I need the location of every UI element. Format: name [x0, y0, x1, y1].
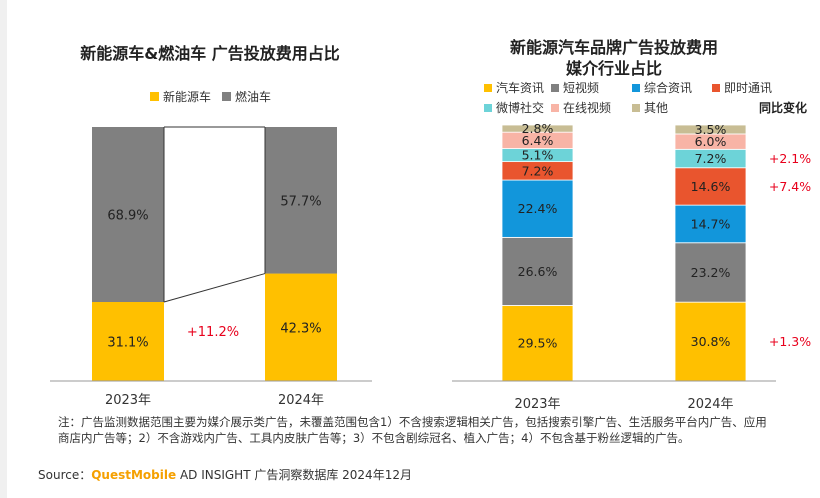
- right-bar-1-label-2: 14.7%: [691, 216, 731, 231]
- right-bar-0-label-6: 2.8%: [522, 121, 554, 136]
- right-x-tick-1: 2024年: [687, 397, 733, 412]
- right-bar-1-segment-6: [674, 124, 747, 135]
- source-text: AD INSIGHT 广告洞察数据库 2024年12月: [176, 468, 412, 482]
- right-bar-1-segment-3: [674, 167, 747, 206]
- right-bar-0-label-2: 22.4%: [518, 201, 558, 216]
- left-x-tick-0: 2023年: [105, 393, 151, 408]
- left-bar-0-label-1: 68.9%: [107, 209, 148, 224]
- right-legend-swatch-1: [551, 84, 559, 92]
- right-chart-subtitle: 媒介行业占比: [566, 59, 662, 78]
- right-change-label-1: +7.4%: [769, 179, 811, 194]
- right-bar-0-label-3: 7.2%: [522, 163, 554, 178]
- left-bar-0-segment-0: [92, 302, 164, 381]
- right-x-tick-0: 2023年: [514, 397, 560, 412]
- right-legend-label-2: 综合资讯: [644, 80, 692, 95]
- right-bar-1-segment-0: [674, 301, 747, 382]
- right-legend-swatch-3: [712, 84, 720, 92]
- right-bar-1-label-1: 23.2%: [691, 265, 731, 280]
- source-label: Source：: [38, 468, 92, 482]
- right-legend-swatch-0: [484, 84, 492, 92]
- footnote: 注：广告监测数据范围主要为媒介展示类广告，未覆盖范围包含1）不含搜索逻辑相关广告…: [58, 415, 767, 445]
- right-bar-1-label-0: 30.8%: [691, 334, 731, 349]
- right-bar-1-label-5: 6.0%: [695, 134, 727, 149]
- left-bar-1-label-0: 42.3%: [280, 321, 321, 336]
- right-legend-label-5: 在线视频: [563, 100, 611, 115]
- right-bar-0-label-1: 26.6%: [518, 264, 558, 279]
- right-change-label-0: +2.1%: [769, 151, 811, 166]
- left-bar-1-segment-1: [265, 127, 337, 274]
- right-bar-0-segment-1: [501, 236, 574, 306]
- right-legend-swatch-5: [551, 104, 559, 112]
- left-legend-label-1: 燃油车: [235, 89, 271, 104]
- left-bar-0-segment-1: [92, 127, 164, 303]
- left-bar-0-label-0: 31.1%: [107, 336, 148, 351]
- right-legend-label-1: 短视频: [563, 80, 599, 95]
- right-bar-0-segment-0: [501, 305, 574, 382]
- source-line: Source：QuestMobile AD INSIGHT 广告洞察数据库 20…: [38, 466, 412, 483]
- right-legend-label-4: 微博社交: [496, 100, 544, 115]
- right-bar-1-label-6: 3.5%: [695, 122, 727, 137]
- right-legend-swatch-6: [632, 104, 640, 112]
- left-legend-swatch-1: [222, 92, 231, 101]
- left-legend-label-0: 新能源车: [163, 89, 211, 104]
- left-chart-title: 新能源车&燃油车 广告投放费用占比: [80, 44, 340, 63]
- left-bar-1-label-1: 57.7%: [280, 194, 321, 209]
- right-legend-swatch-4: [484, 104, 492, 112]
- right-legend-label-3: 即时通讯: [724, 81, 772, 95]
- right-change-header: 同比变化: [759, 100, 807, 115]
- right-legend-label-6: 其他: [644, 101, 668, 115]
- right-bar-0-label-4: 5.1%: [522, 148, 554, 163]
- left-change-label: +11.2%: [187, 325, 239, 340]
- right-bar-1-label-4: 7.2%: [695, 151, 727, 166]
- left-legend-swatch-0: [150, 92, 159, 101]
- right-bar-0-segment-6: [501, 124, 574, 133]
- source-brand: QuestMobile: [91, 468, 177, 482]
- right-legend-label-0: 汽车资讯: [496, 80, 544, 95]
- right-bar-0-label-5: 6.4%: [522, 133, 554, 148]
- right-chart-title: 新能源汽车品牌广告投放费用: [510, 38, 718, 57]
- right-legend-swatch-2: [632, 84, 640, 92]
- right-bar-0-segment-2: [501, 179, 574, 238]
- right-change-label-2: +1.3%: [769, 334, 811, 349]
- left-bar-1-segment-0: [265, 273, 337, 381]
- right-bar-0-label-0: 29.5%: [518, 336, 558, 351]
- left-connector-diagonal: [163, 273, 266, 303]
- left-x-tick-1: 2024年: [278, 393, 324, 408]
- right-bar-1-segment-1: [674, 242, 747, 303]
- right-bar-1-label-3: 14.6%: [691, 179, 731, 194]
